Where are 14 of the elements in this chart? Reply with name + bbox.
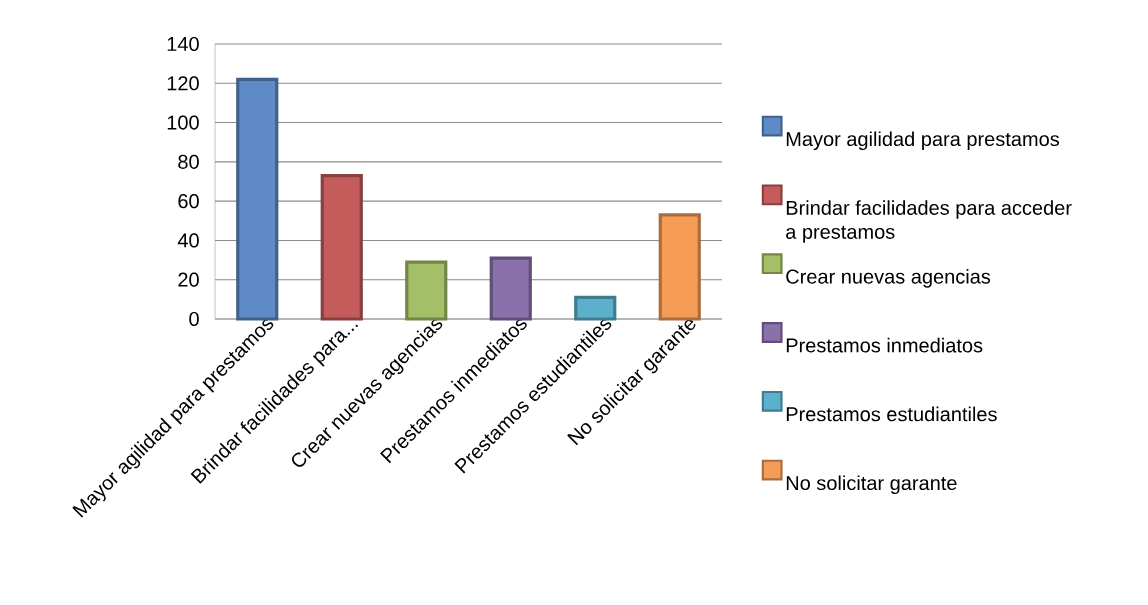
legend-label: Brindar facilidades para acceder a prestamos (786, 200, 1072, 243)
y-tick-label: 140 (167, 36, 199, 52)
legend-label: Crear nuevas agencias (786, 269, 991, 288)
legend-label: Mayor agilidad para prestamos (786, 131, 1060, 151)
legend-label: Prestamos estudiantiles (786, 406, 997, 422)
y-tick-label: 100 (167, 115, 199, 130)
y-tick-label: 60 (178, 194, 199, 209)
legend-label: No solicitar garante (786, 475, 957, 495)
y-tick-label: 120 (167, 76, 199, 91)
y-tick-label: 0 (189, 311, 199, 327)
y-tick-label: 80 (178, 154, 199, 169)
y-tick-label: 20 (178, 272, 199, 287)
y-tick-label: 40 (177, 233, 199, 248)
legend-label: Prestamos inmediatos (786, 337, 983, 353)
